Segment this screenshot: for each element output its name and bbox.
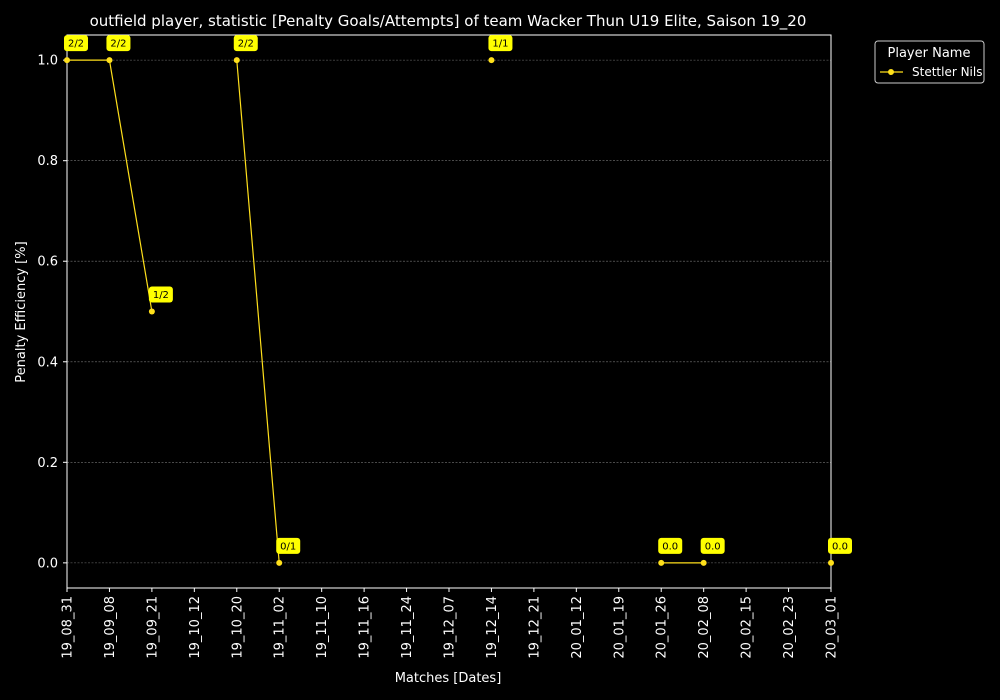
y-tick-label: 0.8 — [37, 154, 58, 169]
data-label-box — [148, 286, 173, 303]
chart-title: outfield player, statistic [Penalty Goal… — [90, 12, 807, 31]
data-point — [106, 57, 113, 64]
legend: Player Name Stettler Nils — [874, 40, 985, 84]
data-label-box — [233, 35, 258, 52]
x-tick-label: 20_03_01 — [825, 596, 840, 659]
data-label-box — [276, 537, 301, 554]
x-tick-label: 19_12_21 — [527, 596, 542, 659]
y-tick-label: 1.0 — [37, 54, 58, 69]
data-label: 0.0 — [662, 541, 678, 552]
series-line — [67, 59, 153, 312]
data-label: 1/2 — [153, 290, 169, 301]
data-label-box — [828, 537, 852, 554]
y-tick-label: 0.0 — [37, 556, 58, 571]
x-tick-label: 19_10_12 — [188, 596, 203, 659]
legend-title: Player Name — [888, 46, 971, 61]
data-label-box — [488, 35, 513, 52]
series-line — [236, 60, 280, 563]
plot-area: 0.0 0.2 0.4 0.6 0.8 1.0 19_08_31 19_09_08 19_09_… — [37, 34, 852, 659]
data-label-box — [106, 35, 131, 52]
data-label: 2/2 — [238, 39, 254, 50]
x-tick-label: 20_01_19 — [612, 596, 627, 659]
data-point — [148, 308, 155, 315]
x-tick-label: 19_12_14 — [485, 596, 500, 659]
x-tick-label: 20_01_26 — [655, 596, 670, 659]
y-tick-label: 0.6 — [37, 255, 58, 270]
x-axis-label: Matches [Dates] — [395, 671, 502, 686]
data-point — [64, 57, 70, 64]
data-label: 2/2 — [68, 39, 84, 50]
x-tick-label: 20_02_08 — [697, 596, 712, 659]
data-label: 0.0 — [832, 541, 848, 552]
x-tick-label: 20_02_23 — [782, 596, 797, 659]
data-point — [233, 57, 240, 64]
x-tick-label: 19_09_21 — [145, 596, 160, 659]
y-tick-label: 0.2 — [37, 456, 58, 471]
data-point — [488, 57, 495, 64]
y-axis-label: Penalty Efficiency [%] — [14, 241, 29, 382]
data-point — [700, 559, 707, 566]
x-tick-label: 20_02_15 — [740, 596, 755, 659]
data-label-box — [658, 537, 683, 554]
data-point — [828, 559, 834, 566]
data-point — [276, 559, 283, 566]
x-tick-label: 19_11_02 — [273, 596, 288, 659]
x-tick-label: 19_10_20 — [230, 596, 245, 659]
legend-entry-label: Stettler Nils — [912, 65, 982, 79]
x-tick-label: 19_11_10 — [315, 596, 330, 659]
x-tick-label: 20_01_12 — [570, 596, 585, 659]
data-label: 0/1 — [280, 541, 296, 552]
x-tick-label: 19_08_31 — [61, 596, 76, 659]
data-label-box — [64, 35, 88, 52]
data-label: 2/2 — [110, 39, 126, 50]
data-label: 1/1 — [492, 39, 508, 50]
data-point — [658, 559, 665, 566]
data-label: 0.0 — [705, 541, 721, 552]
plot-frame — [66, 34, 832, 589]
y-tick-label: 0.4 — [37, 355, 58, 370]
data-label-box — [700, 537, 725, 554]
x-tick-label: 19_09_08 — [103, 596, 118, 659]
x-tick-label: 19_11_16 — [358, 596, 373, 659]
legend-dot-marker — [888, 69, 894, 75]
x-tick-label: 19_11_24 — [400, 596, 415, 659]
x-tick-label: 19_12_07 — [443, 596, 458, 659]
